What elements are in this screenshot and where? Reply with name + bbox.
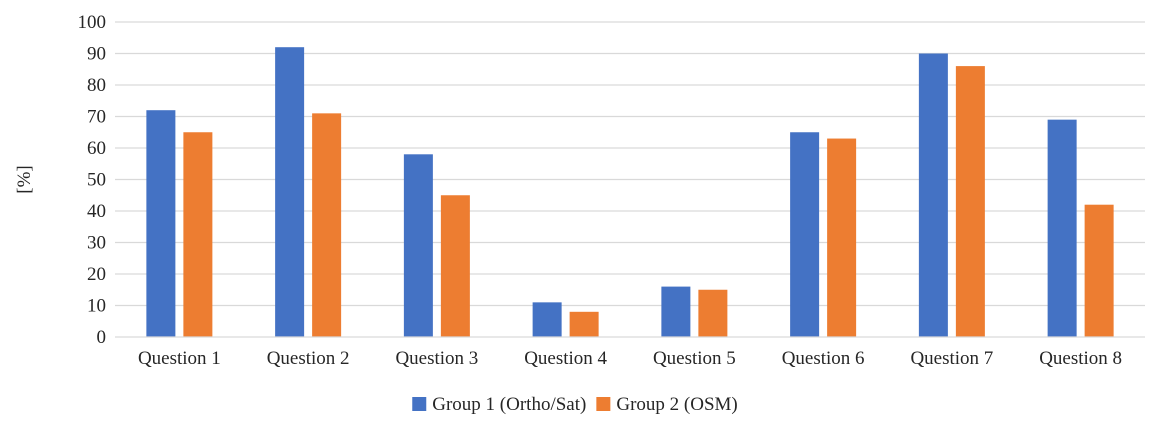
- y-tick-label: 50: [87, 170, 106, 191]
- bar-series2-2: [312, 113, 342, 337]
- y-axis-title: [%]: [14, 165, 35, 193]
- bar-series1-8: [1047, 119, 1077, 338]
- bar-series1-5: [661, 286, 691, 337]
- x-tick-label: Question 2: [267, 348, 350, 369]
- x-tick-label: Question 3: [395, 348, 478, 369]
- legend-swatch: [412, 397, 427, 411]
- bar-series1-1: [146, 110, 176, 337]
- y-tick-label: 0: [97, 327, 107, 348]
- y-tick-label: 20: [87, 264, 106, 285]
- legend: Group 1 (Ortho/Sat) Group 2 (OSM): [412, 394, 738, 415]
- x-tick-label: Question 4: [524, 348, 607, 369]
- x-axis-ticks: Question 1 Question 2 Question 3 Question 4…: [138, 348, 1122, 369]
- y-tick-label: 30: [87, 233, 106, 254]
- y-axis-ticks: 0 10 20 30 40 50 60 70 80 90 100: [78, 12, 107, 348]
- gridlines: [115, 21, 1145, 307]
- y-tick-label: 70: [87, 107, 106, 128]
- y-tick-label: 90: [87, 44, 106, 65]
- bar-series2-6: [827, 138, 857, 337]
- bar-series1-6: [790, 132, 820, 337]
- x-tick-label: Question 8: [1039, 348, 1122, 369]
- legend-item-1: Group 1 (Ortho/Sat): [412, 394, 586, 415]
- y-tick-label: 40: [87, 201, 106, 222]
- bar-series2-5: [698, 289, 728, 337]
- y-tick-label: 100: [78, 12, 107, 33]
- bar-series1-4: [532, 302, 562, 337]
- bar-series2-7: [955, 66, 985, 337]
- x-tick-label: Question 1: [138, 348, 221, 369]
- bar-series1-7: [918, 53, 948, 337]
- bar-series2-1: [183, 132, 213, 337]
- y-tick-label: 10: [87, 296, 106, 317]
- x-tick-label: Question 6: [782, 348, 865, 369]
- bars: [146, 47, 1114, 338]
- bar-series2-3: [440, 195, 470, 337]
- legend-label: Group 2 (OSM): [616, 394, 737, 415]
- y-tick-label: 80: [87, 75, 106, 96]
- x-tick-label: Question 7: [910, 348, 993, 369]
- legend-label: Group 1 (Ortho/Sat): [432, 394, 586, 415]
- bar-series1-3: [403, 154, 433, 337]
- bar-series1-2: [275, 47, 305, 337]
- bar-series2-4: [569, 311, 599, 337]
- y-tick-label: 60: [87, 138, 106, 159]
- legend-swatch: [596, 397, 611, 411]
- legend-item-2: Group 2 (OSM): [596, 394, 738, 415]
- bar-series2-8: [1084, 204, 1114, 337]
- x-tick-label: Question 5: [653, 348, 736, 369]
